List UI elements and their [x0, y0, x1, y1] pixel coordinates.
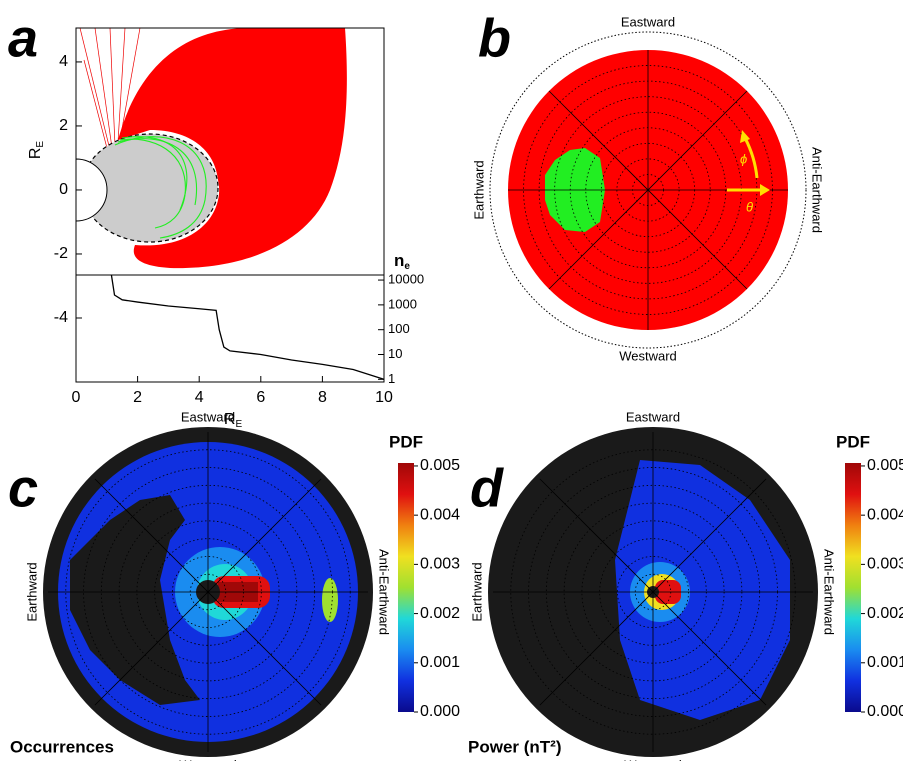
x-tick-label: 0: [72, 389, 81, 406]
y2-tick-label: 100: [388, 321, 410, 336]
theta-symbol: θ: [746, 199, 753, 214]
colorbar-tick-label: 0.005: [867, 457, 903, 474]
direction-label: Westward: [619, 348, 677, 363]
colorbar: [845, 463, 861, 712]
x-tick-label: 10: [375, 389, 393, 406]
direction-label: Earthward: [471, 160, 486, 219]
phi-symbol: ϕ: [740, 151, 747, 166]
direction-label: Anti-Earthward: [822, 549, 837, 635]
y-tick-label: -4: [54, 309, 68, 326]
colorbar-tick-label: 0.001: [867, 654, 903, 671]
colorbar-tick-label: 0.000: [420, 703, 460, 720]
colorbar: [398, 463, 414, 712]
label-sub: E: [235, 419, 242, 430]
x-tick-label: 4: [195, 389, 204, 406]
density-profile: [111, 275, 384, 379]
caption: Power (nT²): [468, 737, 562, 756]
colorbar-tick-label: 0.003: [420, 556, 460, 573]
panel-label: c: [8, 458, 38, 518]
y-tick-label: 2: [59, 117, 68, 134]
colorbar-tick-label: 0.005: [420, 457, 460, 474]
colorbar-tick-label: 0.004: [867, 506, 903, 523]
y-tick-label: 4: [59, 53, 68, 70]
caption: Occurrences: [10, 737, 114, 756]
colorbar-tick-label: 0.000: [867, 703, 903, 720]
panel-label: b: [478, 8, 511, 68]
axis-label: RE: [27, 141, 45, 160]
colorbar-tick-label: 0.003: [867, 556, 903, 573]
colorbar-tick-label: 0.004: [420, 506, 460, 523]
y-tick-label: -2: [54, 245, 68, 262]
x-tick-label: 2: [133, 389, 142, 406]
colorbar-title: PDF: [836, 432, 870, 451]
direction-label: Westward: [624, 757, 682, 761]
figure: a0246810-4-2024RERE110100100010000nebEas…: [0, 0, 903, 761]
direction-label: Westward: [179, 757, 237, 761]
y2-tick-label: 10000: [388, 272, 424, 287]
colorbar-tick-label: 0.002: [420, 605, 460, 622]
axis-label: ne: [394, 251, 410, 271]
direction-label: Eastward: [621, 14, 675, 29]
direction-label: Anti-Earthward: [377, 549, 392, 635]
ray-paths: [76, 28, 347, 268]
panel-label: d: [470, 458, 504, 518]
label-main: R: [27, 148, 44, 160]
x-tick-label: 8: [318, 389, 327, 406]
label-sub: E: [35, 141, 46, 148]
colorbar-tick-label: 0.001: [420, 654, 460, 671]
y2-tick-label: 10: [388, 346, 402, 361]
panel-label: a: [8, 8, 38, 68]
y2-tick-label: 1: [388, 371, 395, 386]
direction-label: Earthward: [469, 562, 484, 621]
y2-tick-label: 1000: [388, 296, 417, 311]
direction-label: Earthward: [24, 562, 39, 621]
label-main: n: [394, 251, 404, 270]
direction-label: Eastward: [181, 409, 235, 424]
colorbar-title: PDF: [389, 432, 423, 451]
direction-label: Eastward: [626, 409, 680, 424]
label-sub: e: [404, 261, 410, 272]
colorbar-tick-label: 0.002: [867, 605, 903, 622]
x-tick-label: 6: [256, 389, 265, 406]
y-tick-label: 0: [59, 181, 68, 198]
direction-label: Anti-Earthward: [810, 147, 825, 233]
